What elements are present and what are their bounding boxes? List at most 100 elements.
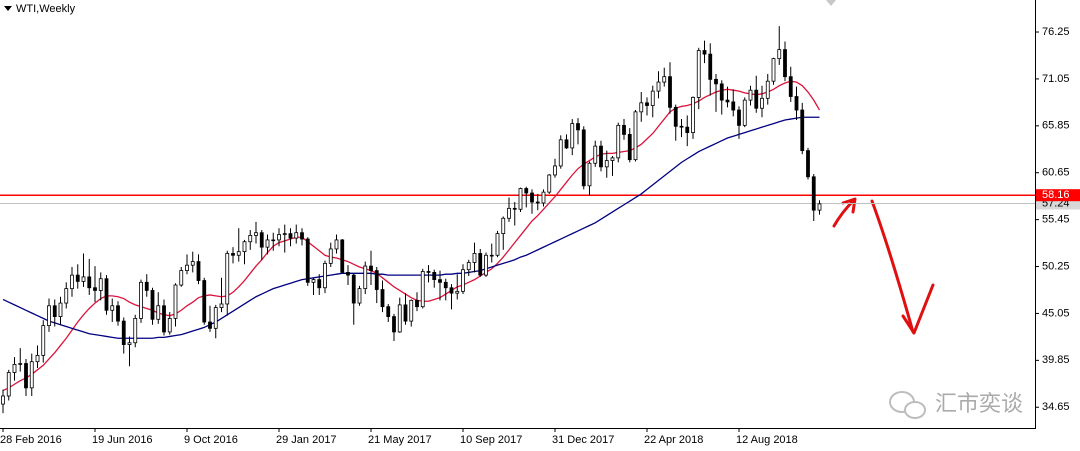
candle-body: [558, 139, 563, 167]
candle-body: [622, 124, 626, 135]
x-tick-label: 21 May 2017: [368, 434, 432, 446]
candle-body: [501, 217, 506, 235]
candle-body: [144, 281, 149, 291]
candle-body: [29, 361, 34, 389]
candle-body: [754, 89, 759, 109]
candle-body: [639, 102, 644, 113]
candle-body: [570, 123, 575, 149]
candle-body: [110, 305, 115, 311]
candle-body: [535, 201, 540, 204]
candle-body: [679, 125, 684, 128]
candle-body: [47, 305, 51, 327]
candle-body: [783, 49, 787, 78]
candle-body: [363, 265, 368, 290]
candle-body: [765, 80, 770, 99]
y-tick-label: 71.05: [1042, 73, 1070, 85]
candle-body: [685, 126, 690, 133]
x-tick-label: 29 Jan 2017: [276, 434, 337, 446]
candle-body: [530, 192, 534, 203]
candle-body: [731, 101, 736, 111]
candle-body: [742, 99, 747, 126]
candle-body: [587, 162, 592, 187]
candle-body: [438, 279, 442, 283]
candle-body: [236, 251, 241, 256]
candle-body: [116, 305, 120, 322]
candle-body: [806, 150, 810, 178]
candle-body: [696, 50, 701, 98]
candle-body: [265, 239, 270, 248]
up-arrow: [832, 198, 856, 228]
candle-body: [455, 290, 460, 294]
watermark: 汇市奕谈: [889, 391, 1023, 419]
candle-body: [541, 191, 546, 204]
candle-body: [225, 253, 230, 305]
candle-body: [702, 50, 707, 55]
candle-body: [478, 253, 483, 276]
candle-body: [616, 124, 621, 159]
candle-body: [208, 321, 212, 329]
candle-body: [87, 276, 92, 289]
candle-body: [277, 234, 281, 241]
candle-body: [1, 395, 5, 405]
watermark-text: 汇市奕谈: [935, 391, 1023, 416]
candle-body: [190, 261, 195, 266]
candle-body: [432, 271, 437, 281]
candle-body: [242, 241, 247, 253]
candle-body: [415, 299, 419, 308]
chart-title: WTI,Weekly: [16, 3, 76, 15]
candle-body: [351, 274, 356, 304]
candle-body: [271, 239, 276, 242]
candle-body: [219, 303, 224, 308]
candle-body: [604, 160, 609, 168]
up-arrow-head: [841, 197, 857, 214]
candle-body: [380, 289, 385, 308]
moving-average: [2, 80, 821, 392]
shift-marker: [826, 0, 836, 6]
candle-body: [173, 284, 178, 319]
x-tick-label: 12 Aug 2018: [736, 434, 798, 446]
y-tick-label: 55.45: [1042, 214, 1070, 226]
x-tick-label: 28 Feb 2016: [0, 434, 62, 446]
candle-body: [507, 207, 511, 219]
candle-body: [282, 233, 287, 235]
candle-body: [553, 165, 557, 176]
candle-body: [662, 76, 667, 83]
candle-body: [673, 106, 678, 127]
candle-body: [719, 83, 724, 101]
candle-body: [489, 254, 494, 257]
candle-body: [627, 133, 632, 161]
candle-body: [397, 304, 402, 333]
candle-body: [581, 129, 586, 187]
y-tick-label: 34.65: [1042, 401, 1070, 413]
y-tick-label: 50.25: [1042, 260, 1070, 272]
y-tick-label: 60.65: [1042, 167, 1070, 179]
candle-body: [64, 288, 69, 304]
candle-body: [139, 281, 143, 319]
candle-body: [817, 203, 822, 211]
candle-body: [213, 307, 218, 329]
candle-body: [484, 254, 488, 276]
candle-body: [610, 157, 615, 161]
candle-body: [196, 261, 201, 281]
candle-body: [748, 89, 753, 101]
price-label-box: [1036, 189, 1080, 202]
candle-body: [254, 232, 258, 236]
candle-body: [725, 99, 730, 103]
candle-body: [599, 145, 603, 168]
candle-body: [340, 239, 345, 273]
candle-body: [231, 253, 235, 256]
candle-body: [133, 318, 138, 344]
candle-body: [41, 325, 46, 356]
y-tick-label: 65.85: [1042, 120, 1070, 132]
candle-body: [35, 354, 40, 363]
candle-body: [409, 299, 414, 322]
candle-body: [52, 305, 57, 317]
candle-body: [593, 145, 598, 164]
candle-body: [248, 235, 253, 243]
candle-body: [357, 288, 362, 304]
candle-body: [75, 274, 80, 282]
candle-body: [495, 233, 500, 256]
candle-body: [420, 271, 425, 308]
candle-body: [788, 76, 793, 97]
